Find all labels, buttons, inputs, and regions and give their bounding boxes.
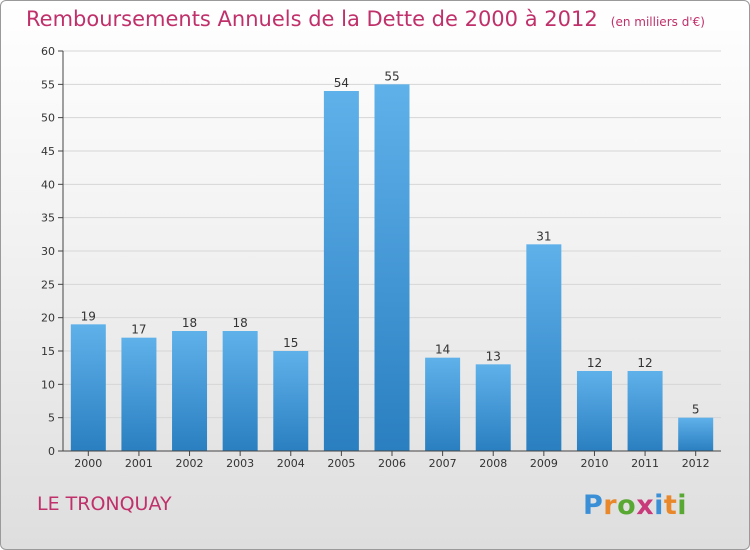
x-tick-label: 2002 bbox=[176, 457, 204, 470]
y-tick-label: 35 bbox=[41, 212, 55, 225]
title-row: Remboursements Annuels de la Dette de 20… bbox=[26, 7, 705, 31]
y-tick-label: 60 bbox=[41, 45, 55, 58]
x-tick-label: 2000 bbox=[74, 457, 102, 470]
y-tick-label: 10 bbox=[41, 378, 55, 391]
bar bbox=[121, 337, 157, 451]
x-tick-label: 2007 bbox=[429, 457, 457, 470]
bar bbox=[425, 357, 461, 451]
x-tick-label: 2011 bbox=[631, 457, 659, 470]
bar bbox=[70, 324, 106, 451]
bar-value-label: 18 bbox=[233, 316, 248, 330]
labels: 19 17 18 18 15 54 55 14 13 31 12 12 5 bbox=[81, 69, 700, 416]
bar bbox=[374, 84, 410, 451]
bar bbox=[273, 351, 309, 451]
bar-value-label: 5 bbox=[692, 403, 700, 417]
x-tick-label: 2004 bbox=[277, 457, 305, 470]
y-tick-label: 20 bbox=[41, 312, 55, 325]
x-tick-label: 2003 bbox=[226, 457, 254, 470]
bar bbox=[627, 371, 663, 451]
logo-letter: o bbox=[617, 490, 637, 521]
y-tick-label: 25 bbox=[41, 278, 55, 291]
proxiti-logo[interactable]: Proxiti bbox=[583, 490, 687, 521]
y-tick-label: 5 bbox=[48, 412, 55, 425]
x-tick-label: 2005 bbox=[327, 457, 355, 470]
logo-letter: i bbox=[654, 490, 664, 521]
bar-value-label: 12 bbox=[637, 356, 652, 370]
y-tick-label: 55 bbox=[41, 78, 55, 91]
y-tick-label: 45 bbox=[41, 145, 55, 158]
x-tick-label: 2001 bbox=[125, 457, 153, 470]
logo-letter: x bbox=[636, 490, 655, 521]
bars bbox=[70, 84, 714, 451]
y-tick-label: 15 bbox=[41, 345, 55, 358]
bar bbox=[172, 331, 208, 451]
bar-value-label: 14 bbox=[435, 343, 450, 357]
bar-value-label: 54 bbox=[334, 76, 349, 90]
chart-title: Remboursements Annuels de la Dette de 20… bbox=[26, 7, 598, 31]
bar-value-label: 19 bbox=[81, 309, 96, 323]
bar bbox=[526, 244, 562, 451]
bar bbox=[576, 371, 612, 451]
x-tick-label: 2008 bbox=[479, 457, 507, 470]
logo-letter: t bbox=[663, 490, 678, 521]
x-tick-label: 2012 bbox=[682, 457, 710, 470]
y-tick-label: 30 bbox=[41, 245, 55, 258]
bar-value-label: 55 bbox=[384, 69, 399, 83]
y-tick-label: 0 bbox=[48, 445, 55, 458]
y-tick-label: 50 bbox=[41, 112, 55, 125]
bar-value-label: 13 bbox=[486, 349, 501, 363]
logo-letter: i bbox=[677, 490, 688, 521]
bar bbox=[222, 331, 258, 451]
bar bbox=[323, 91, 359, 451]
unit-note: (en milliers d'€) bbox=[610, 15, 705, 29]
bar bbox=[475, 364, 511, 451]
bar-value-label: 15 bbox=[283, 336, 298, 350]
bar-value-label: 12 bbox=[587, 356, 602, 370]
logo-letter: P bbox=[583, 490, 604, 521]
y-tick-label: 40 bbox=[41, 178, 55, 191]
axes: 0 5 10 15 20 25 30 35 40 45 50 55 60 2000 2001 2002 2003… bbox=[41, 45, 721, 470]
bar-value-label: 17 bbox=[131, 323, 146, 337]
bar bbox=[678, 417, 714, 451]
x-tick-label: 2006 bbox=[378, 457, 406, 470]
logo-letter: r bbox=[603, 490, 618, 521]
bar-value-label: 18 bbox=[182, 316, 197, 330]
x-tick-label: 2009 bbox=[530, 457, 558, 470]
x-tick-label: 2010 bbox=[580, 457, 608, 470]
bar-value-label: 31 bbox=[536, 229, 551, 243]
commune-name: LE TRONQUAY bbox=[37, 493, 172, 515]
